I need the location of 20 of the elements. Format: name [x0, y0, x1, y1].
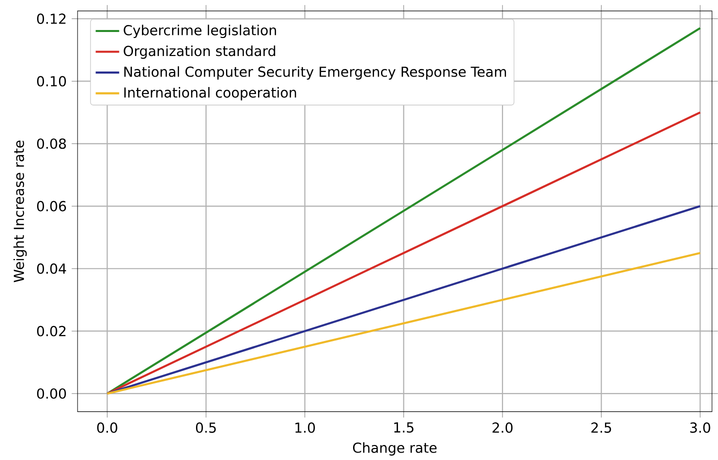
legend-label: Cybercrime legislation — [124, 24, 276, 38]
legend-label: National Computer Security Emergency Response Team — [124, 66, 506, 80]
y-tick-label: 0.08 — [37, 138, 66, 149]
y-tick-label: 0.12 — [37, 13, 66, 24]
x-tick-label: 2.5 — [591, 422, 612, 433]
x-tick-label: 1.5 — [394, 422, 414, 433]
x-axis-title: Change rate — [353, 442, 437, 456]
x-tick-label: 3.0 — [690, 422, 710, 433]
y-tick-label: 0.02 — [37, 326, 66, 336]
legend-label: International cooperation — [124, 86, 296, 100]
x-tick-label: 0.0 — [97, 422, 118, 433]
y-tick-label: 0.04 — [37, 263, 66, 274]
y-tick-label: 0.00 — [37, 388, 66, 399]
x-tick-label: 2.0 — [492, 422, 513, 433]
x-tick-label: 0.5 — [196, 422, 216, 433]
y-tick-label: 0.06 — [37, 200, 66, 212]
x-tick-label: 1.0 — [295, 422, 315, 433]
y-tick-label: 0.10 — [37, 76, 66, 86]
legend-label: Organization standard — [124, 45, 276, 59]
y-axis-title: Weight Increase rate — [13, 140, 27, 282]
